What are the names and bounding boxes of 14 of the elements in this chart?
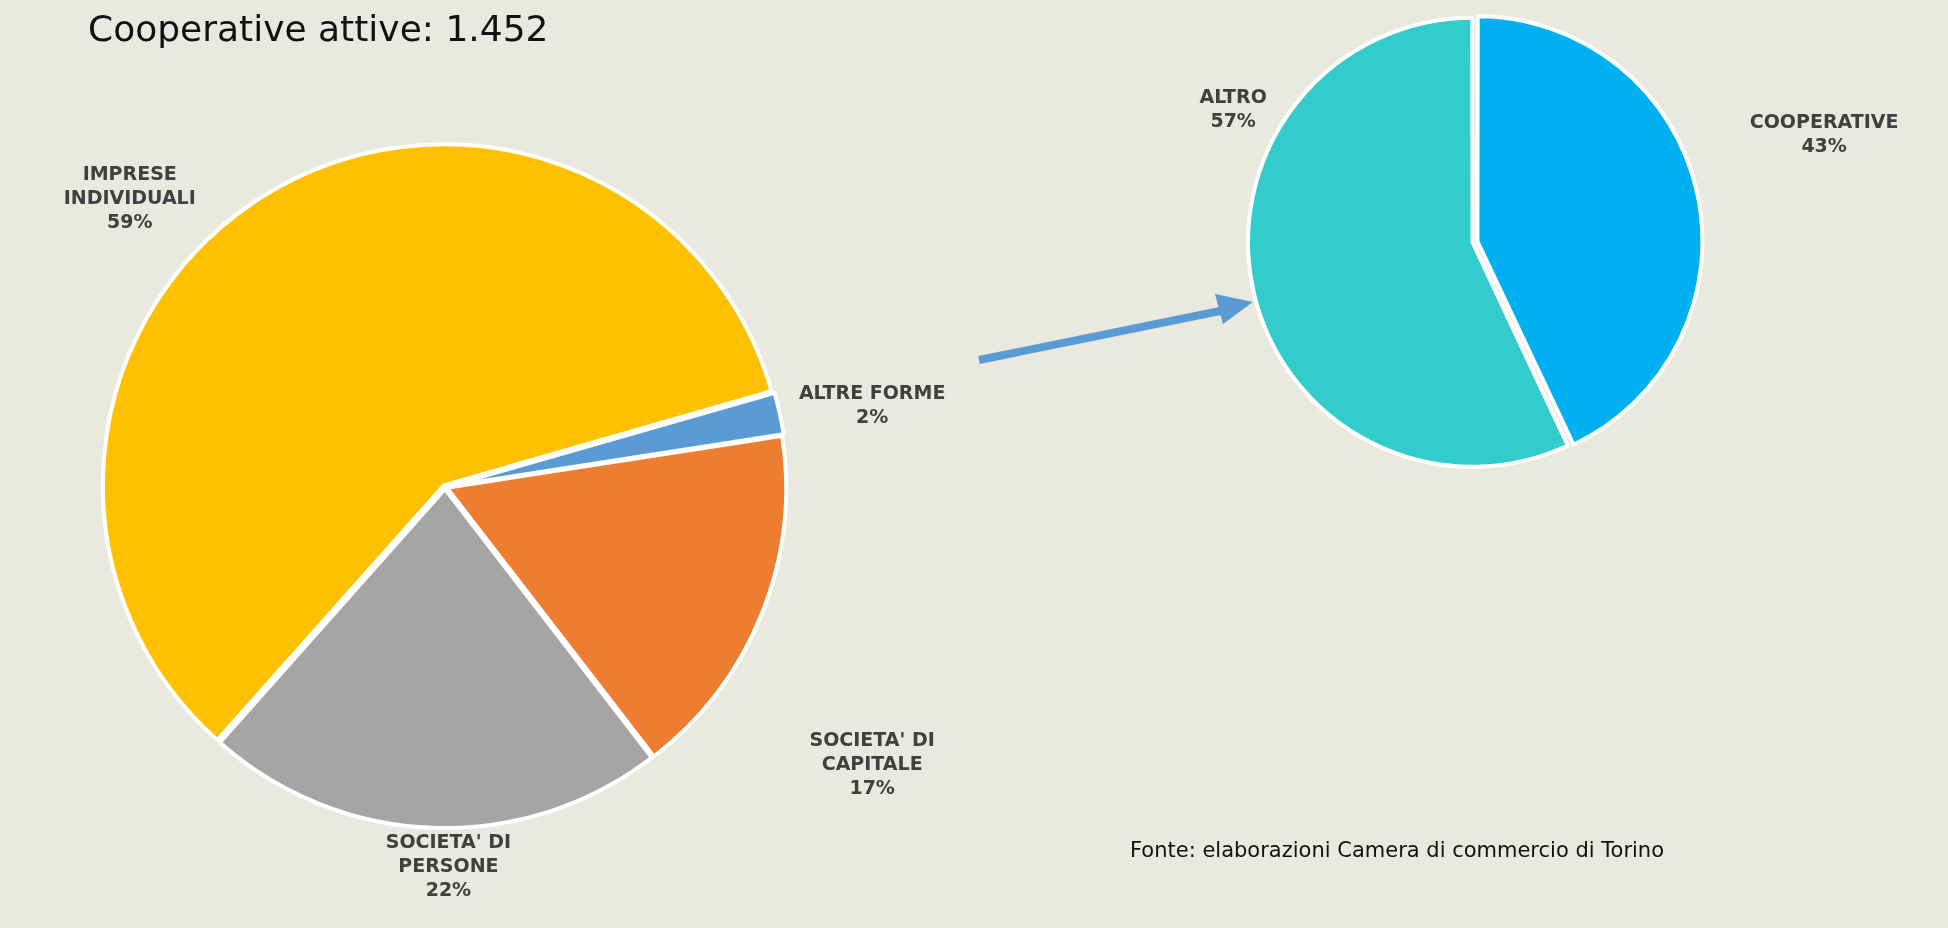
source-note: Fonte: elaborazioni Camera di commercio di Torino (1130, 838, 1665, 862)
chart-title: Cooperative attive: 1.452 (88, 8, 549, 49)
slice-label: ALTRO (1199, 85, 1267, 108)
data-label: 2% (856, 404, 889, 427)
data-label: 59% (106, 209, 153, 232)
slice-label: SOCIETA' DI CAPITALE (809, 727, 935, 774)
slice-label: SOCIETA' DI PERSONE (385, 829, 512, 876)
data-label: 43% (1801, 133, 1847, 156)
data-label: 22% (425, 877, 472, 900)
data-label: 17% (849, 775, 895, 798)
slice-label: ALTRE FORME (798, 380, 946, 403)
slice-label: COOPERATIVE (1749, 109, 1899, 132)
data-label: 57% (1210, 109, 1256, 132)
slice-label: IMPRESE INDIVIDUALI (63, 161, 196, 208)
